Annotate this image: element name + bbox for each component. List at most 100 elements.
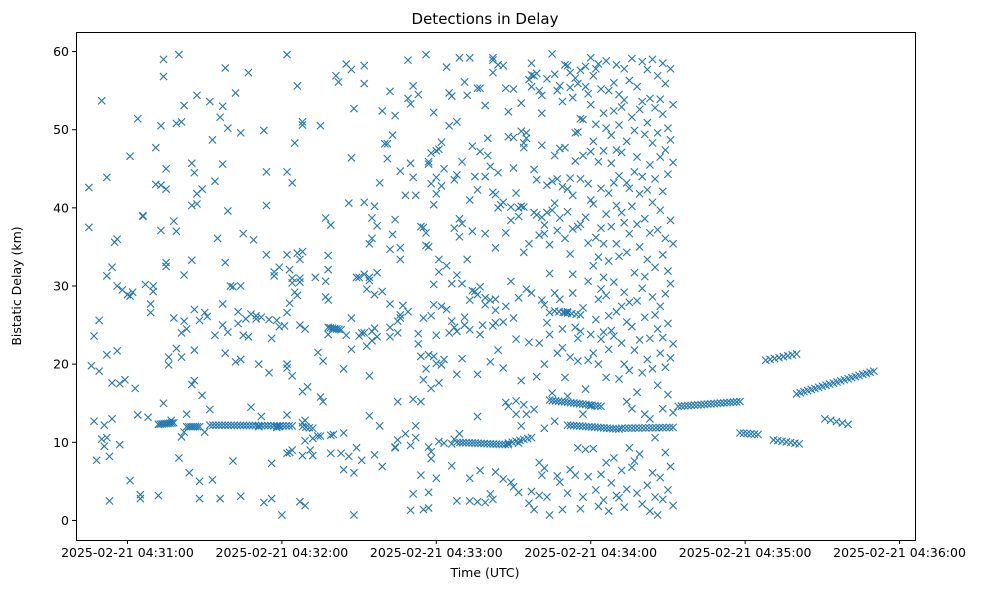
data-point: [488, 53, 497, 62]
data-point: [638, 97, 647, 106]
data-point: [609, 453, 618, 462]
data-point: [661, 289, 670, 298]
data-point: [608, 424, 617, 433]
data-point: [334, 78, 343, 87]
axes-frame: [76, 32, 916, 541]
data-point: [288, 371, 297, 380]
data-point: [627, 404, 636, 413]
data-point: [522, 134, 531, 143]
data-point: [251, 421, 260, 430]
data-point: [596, 423, 605, 432]
data-point: [208, 475, 217, 484]
data-point: [347, 314, 356, 323]
data-point: [578, 422, 587, 431]
data-point: [522, 285, 531, 294]
data-point: [339, 364, 348, 373]
data-point: [230, 421, 239, 430]
data-point: [236, 355, 245, 364]
data-point: [458, 354, 467, 363]
data-point: [159, 55, 168, 64]
data-point: [279, 421, 288, 430]
data-point: [617, 466, 626, 475]
data-point: [553, 226, 562, 235]
data-point: [192, 199, 201, 208]
data-point: [198, 185, 207, 194]
data-point: [656, 302, 665, 311]
data-point: [658, 404, 667, 413]
data-point: [447, 92, 456, 101]
data-point: [499, 475, 508, 484]
data-point: [630, 268, 639, 277]
data-point: [491, 468, 500, 476]
data-point: [477, 439, 486, 448]
data-point: [347, 345, 356, 354]
data-point: [409, 81, 418, 90]
data-point: [723, 398, 731, 407]
data-point: [572, 421, 581, 430]
data-point: [442, 261, 451, 270]
data-point: [553, 471, 562, 480]
data-point: [643, 65, 652, 74]
data-point: [519, 143, 528, 152]
data-point: [293, 81, 302, 90]
data-point: [195, 477, 204, 486]
data-point: [223, 124, 232, 133]
data-point: [663, 267, 672, 276]
data-point: [661, 448, 670, 457]
data-point: [265, 315, 274, 324]
data-point: [288, 446, 297, 455]
data-point: [375, 421, 384, 430]
data-point: [295, 321, 304, 330]
data-point: [713, 399, 722, 408]
data-point: [602, 291, 611, 300]
data-point: [658, 250, 667, 259]
data-point: [581, 385, 590, 394]
data-point: [537, 296, 546, 305]
data-point: [622, 248, 631, 257]
data-point: [607, 159, 616, 168]
data-point: [687, 401, 696, 410]
plot-area: [76, 32, 916, 541]
data-point: [631, 424, 640, 433]
data-point: [393, 397, 402, 406]
data-point: [401, 191, 410, 200]
data-point: [429, 280, 438, 289]
data-point: [669, 501, 678, 510]
data-point: [504, 402, 513, 411]
data-point: [357, 328, 366, 337]
data-point: [625, 184, 634, 193]
data-point: [622, 397, 631, 406]
data-point: [465, 474, 474, 483]
data-point: [491, 295, 500, 304]
data-point: [263, 421, 272, 430]
data-point: [620, 360, 629, 369]
data-point: [283, 364, 292, 373]
data-point: [239, 421, 248, 430]
data-point: [620, 503, 629, 512]
data-point: [568, 191, 577, 200]
data-point: [360, 198, 369, 207]
data-point: [573, 443, 582, 452]
data-point: [658, 110, 667, 119]
data-point: [476, 84, 485, 93]
data-point: [162, 185, 171, 194]
data-point: [391, 215, 400, 224]
data-point: [458, 438, 467, 447]
data-point: [609, 278, 618, 287]
data-point: [411, 433, 420, 442]
data-point: [573, 334, 582, 343]
data-point: [599, 146, 608, 155]
data-point: [648, 55, 657, 64]
data-point: [594, 60, 603, 69]
data-point: [579, 303, 587, 312]
data-point: [151, 143, 160, 152]
data-point: [568, 93, 577, 102]
data-point: [599, 273, 608, 282]
data-point: [514, 488, 523, 497]
data-point: [187, 159, 196, 168]
data-point: [396, 310, 405, 319]
data-point: [277, 511, 286, 519]
data-point: [594, 253, 603, 262]
data-point: [210, 177, 219, 186]
data-point: [476, 466, 485, 475]
